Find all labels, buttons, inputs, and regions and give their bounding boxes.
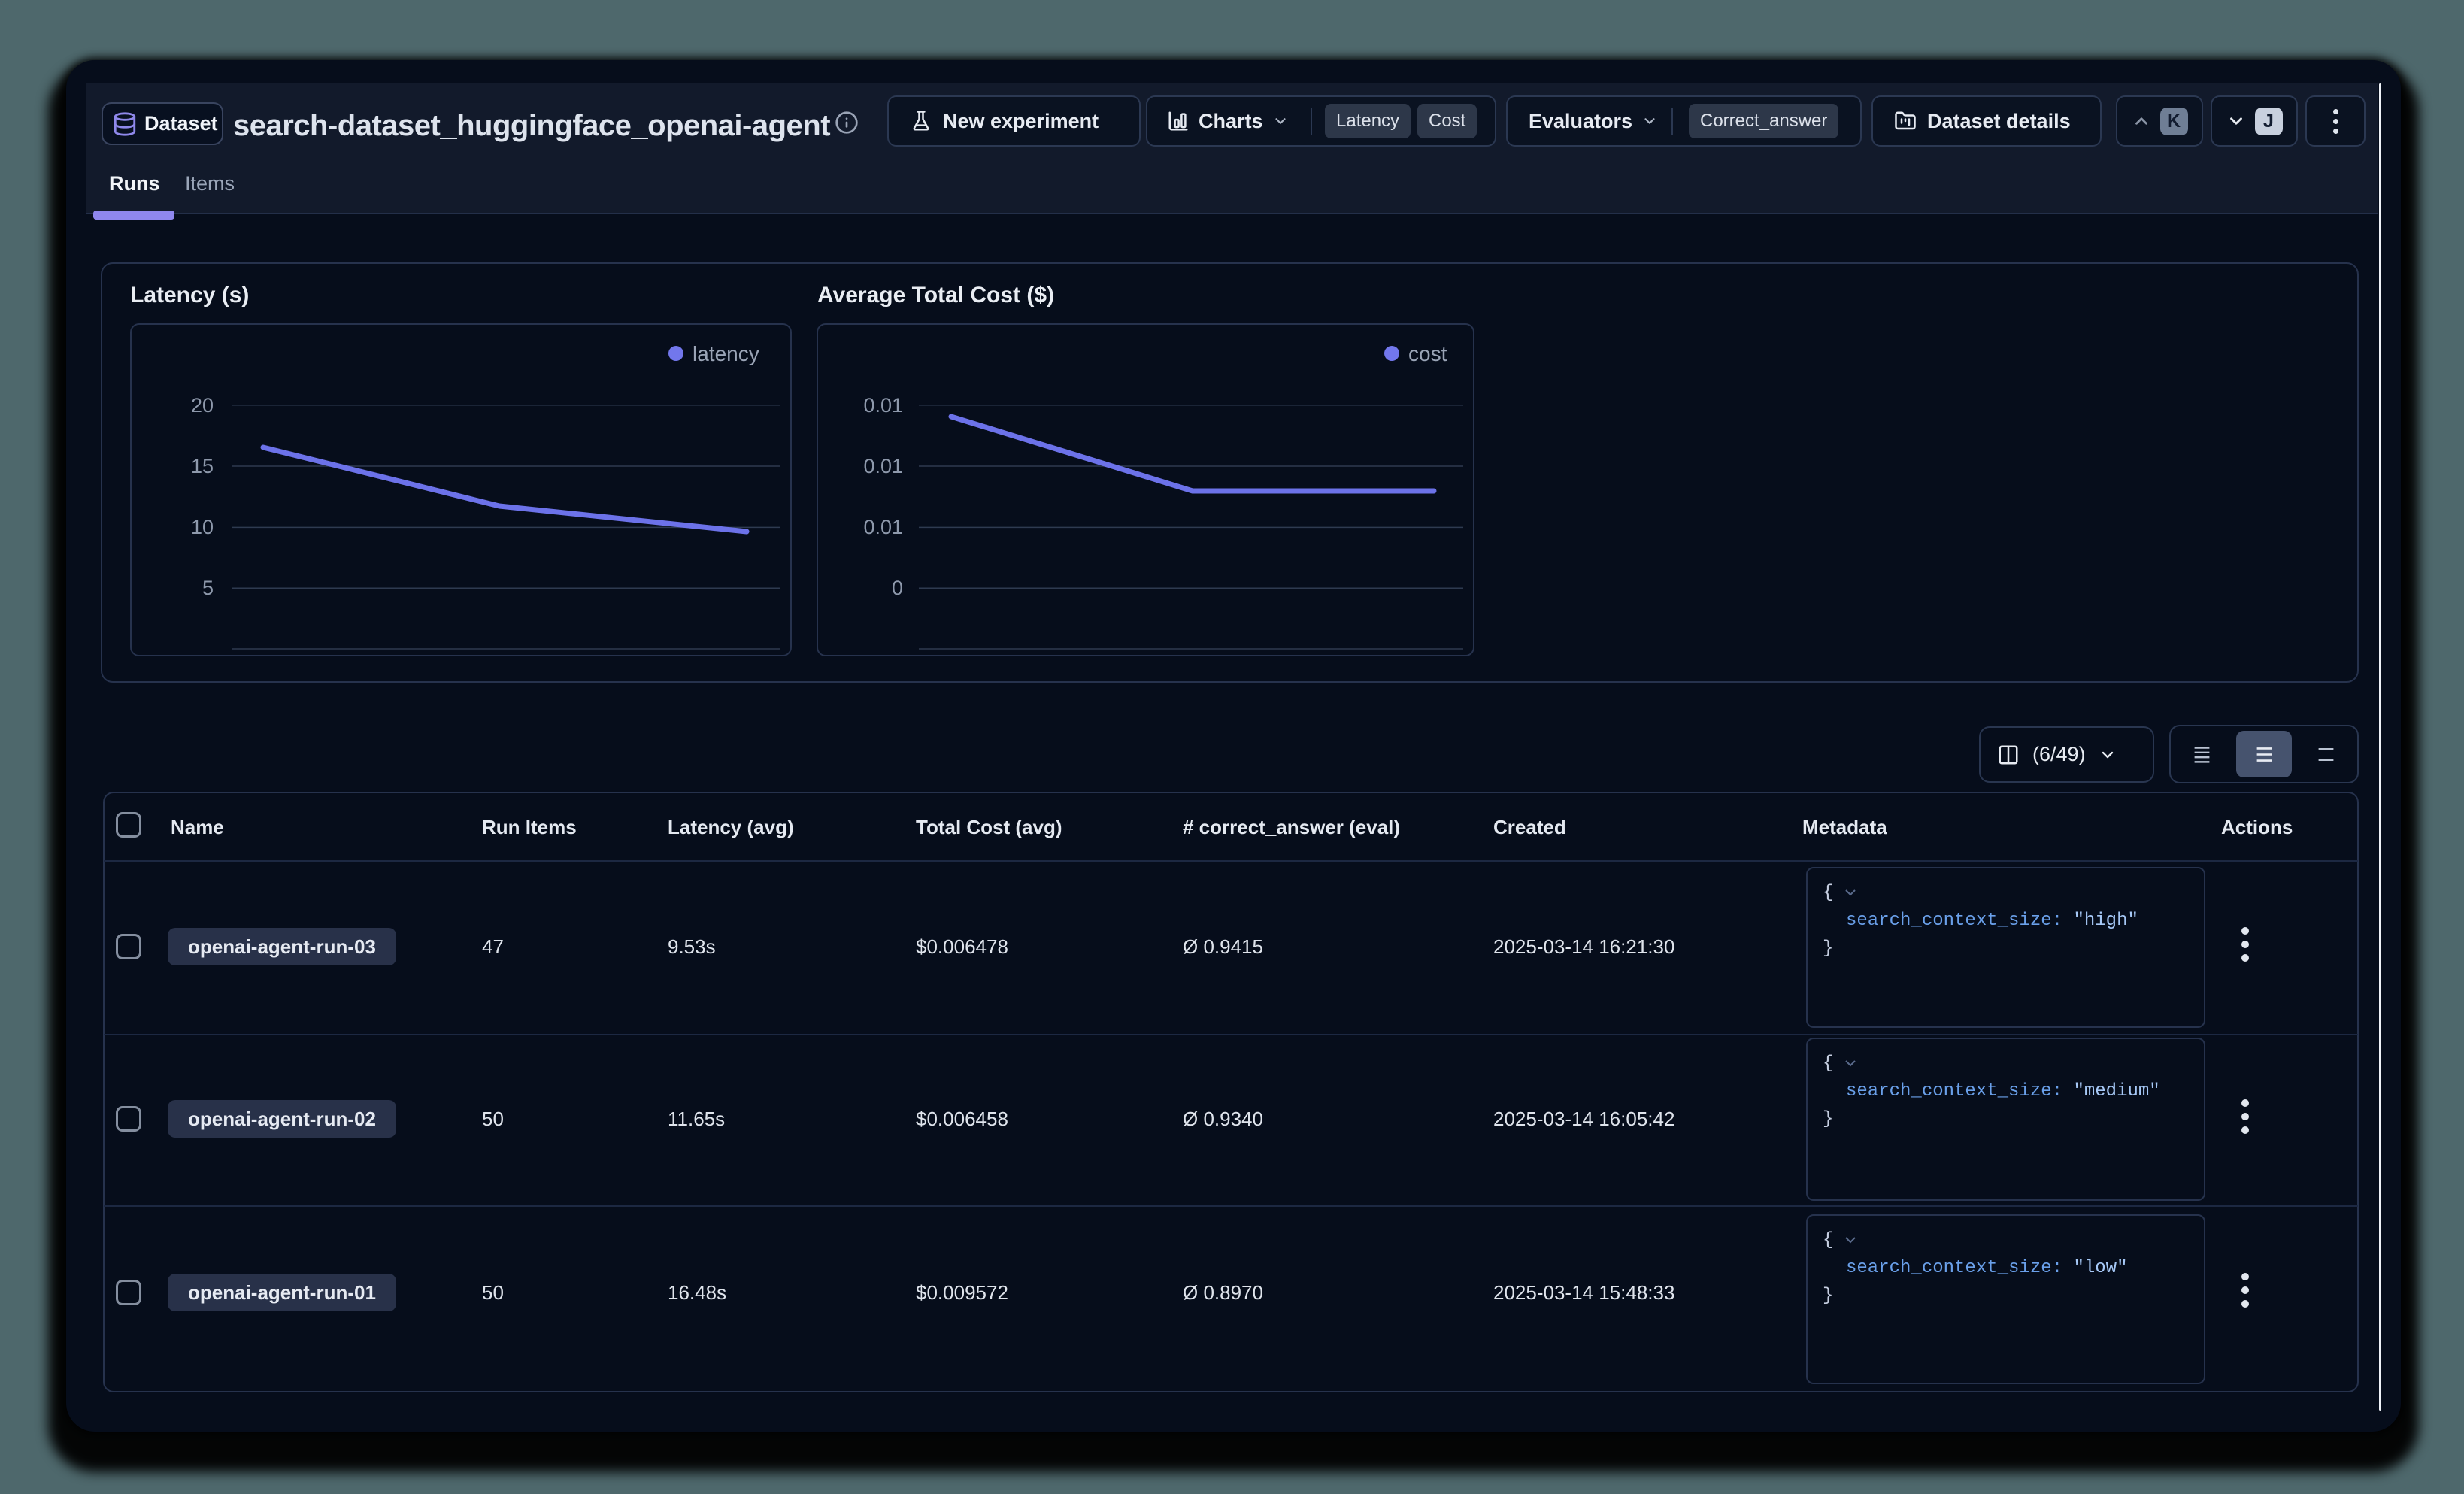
svg-text:0.01: 0.01 [863,394,903,417]
svg-text:latency: latency [693,342,759,365]
svg-text:5: 5 [202,577,214,599]
svg-text:20: 20 [191,394,214,417]
svg-text:0.01: 0.01 [863,455,903,477]
svg-text:0: 0 [892,577,903,599]
svg-text:15: 15 [191,455,214,477]
svg-text:10: 10 [191,516,214,538]
svg-text:0.01: 0.01 [863,516,903,538]
svg-text:cost: cost [1408,342,1447,365]
